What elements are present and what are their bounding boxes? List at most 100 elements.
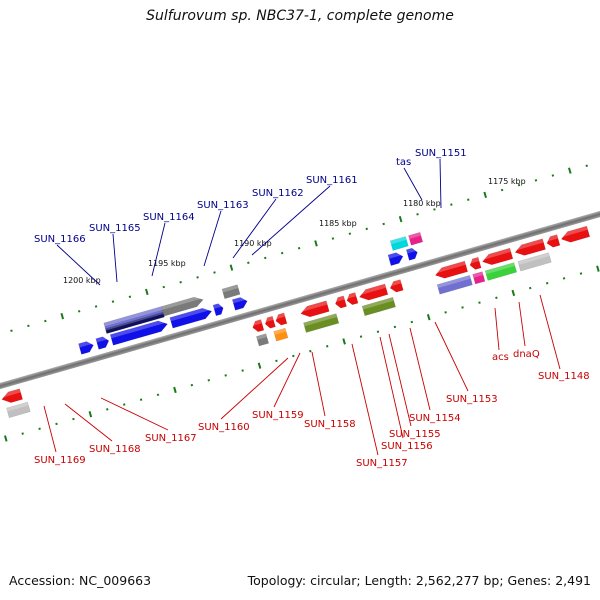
gene-label-sun1169[interactable]: SUN_1169: [34, 455, 86, 466]
scale-tick: [410, 320, 414, 324]
scale-tick: [309, 349, 312, 353]
gene-features: [0, 225, 591, 419]
gene-red: [1, 388, 23, 403]
scale-tick: [359, 335, 363, 338]
leader-line-top: [203, 210, 222, 267]
scale-tick: [398, 215, 403, 223]
scale-tick: [111, 300, 115, 303]
scale-tick: [156, 393, 160, 397]
gene-label-sun1167[interactable]: SUN_1167: [145, 433, 197, 444]
gene-red-highlight: [263, 316, 274, 323]
map-title: Sulfurovum sp. NBC37-1, complete genome: [146, 8, 454, 24]
gene-olive-highlight: [303, 313, 338, 327]
gene-red: [546, 234, 561, 248]
leader-line-bottom: [43, 405, 57, 453]
scale-tick: [342, 338, 346, 345]
gene-label-sun1160[interactable]: SUN_1160: [198, 422, 250, 433]
gene-purple-highlight: [103, 306, 163, 327]
gene-label-sun1159[interactable]: SUN_1159: [252, 410, 304, 421]
scale-tick: [38, 427, 41, 430]
leader-line-bottom: [379, 336, 404, 439]
gene-label-dnaq[interactable]: dnaQ: [513, 349, 540, 360]
leader-line-bottom: [64, 403, 113, 442]
gene-cyan-highlight: [390, 236, 407, 245]
gene-label-acs[interactable]: acs: [492, 352, 509, 363]
gene-magenta-highlight: [472, 271, 484, 278]
gene-blue-highlight: [169, 305, 212, 322]
scale-tick: [122, 403, 126, 406]
gene-label-sun1162[interactable]: SUN_1162: [252, 188, 304, 199]
scale-tick: [88, 411, 93, 418]
scale-tick: [585, 164, 588, 168]
scale-tick: [314, 240, 318, 247]
gene-navy-dark-highlight: [105, 312, 164, 331]
scale-tick: [292, 354, 295, 358]
gene-label-sun1155[interactable]: SUN_1155: [389, 429, 441, 440]
scale-tick: [348, 232, 352, 235]
gene-label-sun1151[interactable]: SUN_1151: [415, 148, 467, 159]
scale-tick: [528, 286, 532, 290]
gene-orange-highlight: [273, 328, 287, 335]
gene-red-highlight: [333, 295, 345, 303]
gene-red: [252, 319, 265, 333]
leader-line-bottom: [388, 333, 412, 427]
gene-blue: [95, 336, 110, 350]
gene-label-sun1163[interactable]: SUN_1163: [197, 200, 249, 211]
scale-tick: [44, 319, 47, 323]
gene-red-highlight: [559, 226, 588, 238]
gene-blue: [405, 247, 418, 261]
gene-frame: [0, 225, 591, 419]
gene-green-highlight: [485, 262, 515, 275]
gene-orange: [273, 327, 289, 342]
scale-tick: [145, 288, 149, 296]
scale-tick: [94, 305, 98, 308]
gene-label-sun1166[interactable]: SUN_1166: [34, 234, 86, 245]
gene-red: [346, 292, 359, 306]
leader-line-top: [56, 244, 101, 286]
scale-track-top-frame: [10, 164, 588, 332]
scale-tick: [534, 179, 538, 182]
scale-tick: [229, 264, 234, 271]
leader-line-top: [151, 222, 166, 277]
gene-label-sun1168[interactable]: SUN_1168: [89, 444, 141, 455]
scale-tick: [365, 227, 369, 231]
scale-tick: [179, 280, 182, 284]
gene-red: [389, 279, 404, 293]
gene-label-sun1154[interactable]: SUN_1154: [409, 413, 461, 424]
gene-red: [300, 300, 330, 318]
gene-label-sun1156[interactable]: SUN_1156: [381, 441, 433, 452]
gene-red-highlight: [357, 283, 386, 296]
gene-purple: [436, 274, 473, 295]
scale-tick: [444, 311, 447, 314]
scale-tick: [568, 167, 572, 174]
gene-label-sun1161[interactable]: SUN_1161: [306, 175, 358, 186]
leader-line-bottom: [273, 352, 301, 408]
scale-tick: [10, 329, 13, 332]
leader-line-bottom: [100, 397, 169, 431]
gene-blue-highlight: [110, 318, 168, 339]
scale-tick: [426, 314, 431, 321]
gene-blue-highlight: [388, 251, 403, 259]
gene-label-sun1165[interactable]: SUN_1165: [89, 223, 141, 234]
gene-magenta: [408, 231, 424, 246]
gene-label-sun1157[interactable]: SUN_1157: [356, 458, 408, 469]
gene-gray: [161, 296, 204, 317]
gene-label-sun1148[interactable]: SUN_1148: [538, 371, 590, 382]
gene-red-highlight: [513, 238, 544, 251]
scale-tick: [213, 271, 216, 274]
gene-red-highlight: [251, 319, 262, 326]
leader-line-bottom: [351, 343, 379, 456]
gene-label-tas[interactable]: tas: [396, 157, 411, 168]
scale-tick: [545, 281, 549, 285]
gene-label-sun1164[interactable]: SUN_1164: [143, 212, 195, 223]
gene-red-highlight: [468, 257, 480, 264]
gene-label-sun1153[interactable]: SUN_1153: [446, 394, 498, 405]
scale-tick: [393, 325, 397, 329]
gene-red-highlight: [299, 300, 328, 313]
label-leaders: [43, 158, 561, 456]
gene-label-sun1158[interactable]: SUN_1158: [304, 419, 356, 430]
topology-text: Topology: circular; Length: 2,562,277 bp…: [247, 573, 591, 588]
gene-red: [335, 295, 347, 309]
scale-tick: [511, 289, 516, 297]
gene-blue: [212, 303, 224, 317]
